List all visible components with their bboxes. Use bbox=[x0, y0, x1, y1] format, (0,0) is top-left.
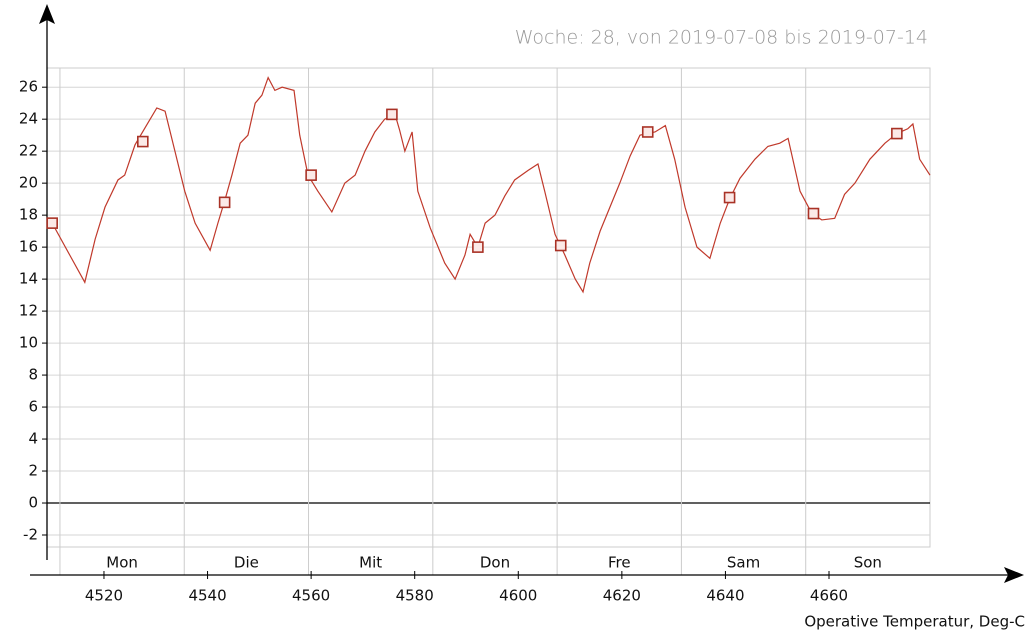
point-marker bbox=[554, 239, 567, 252]
axis-label: Operative Temperatur, Deg-C bbox=[804, 613, 1025, 631]
y-tick-label: 8 bbox=[28, 366, 38, 384]
day-label: Mon bbox=[106, 554, 138, 572]
point-marker bbox=[641, 126, 654, 138]
x-tick-label: 4600 bbox=[499, 587, 537, 605]
point-marker bbox=[386, 108, 398, 121]
y-tick-label: 26 bbox=[19, 78, 38, 96]
y-tick-label: 16 bbox=[19, 238, 38, 256]
point-marker bbox=[723, 191, 736, 204]
y-tick-label: 14 bbox=[19, 270, 38, 288]
point-marker bbox=[218, 196, 231, 209]
point-marker bbox=[472, 241, 484, 253]
y-tick-label: 0 bbox=[28, 494, 38, 512]
x-axis-arrow bbox=[1004, 567, 1024, 583]
day-label: Don bbox=[480, 554, 510, 572]
x-tick-label: 4640 bbox=[706, 587, 744, 605]
day-label: Mit bbox=[359, 554, 382, 572]
day-label: Sam bbox=[727, 554, 760, 572]
point-marker bbox=[46, 217, 58, 229]
point-marker bbox=[137, 135, 149, 148]
y-axis-arrow bbox=[39, 4, 55, 24]
x-tick-label: 4540 bbox=[188, 587, 226, 605]
y-tick-label: 12 bbox=[19, 302, 38, 320]
line bbox=[51, 76, 931, 294]
y-tick-label: 22 bbox=[19, 142, 38, 160]
y-tick-label: 6 bbox=[28, 398, 38, 416]
plot-frame bbox=[46, 67, 931, 548]
x-tick-label: 4660 bbox=[810, 587, 848, 605]
x-tick-label: 4520 bbox=[85, 587, 123, 605]
y-tick-label: 18 bbox=[19, 206, 38, 224]
x-tick-label: 4560 bbox=[292, 587, 330, 605]
point-marker bbox=[305, 169, 317, 181]
point-marker bbox=[807, 207, 820, 220]
point-marker bbox=[891, 127, 903, 140]
x-tick-label: 4580 bbox=[396, 587, 434, 605]
y-tick-label: 4 bbox=[28, 430, 38, 448]
y-tick-label: 24 bbox=[19, 110, 38, 128]
y-tick-label: 2 bbox=[28, 462, 38, 480]
day-label: Son bbox=[854, 554, 882, 572]
y-tick-label: 20 bbox=[19, 174, 38, 192]
day-label: Fre bbox=[608, 554, 631, 572]
x-tick-label: 4620 bbox=[603, 587, 641, 605]
chart-title: Woche: 28, von 2019-07-08 bis 2019-07-14 bbox=[515, 27, 928, 49]
y-tick-label: -2 bbox=[23, 526, 38, 544]
day-label: Die bbox=[234, 554, 259, 572]
y-tick-label: 10 bbox=[19, 334, 38, 352]
